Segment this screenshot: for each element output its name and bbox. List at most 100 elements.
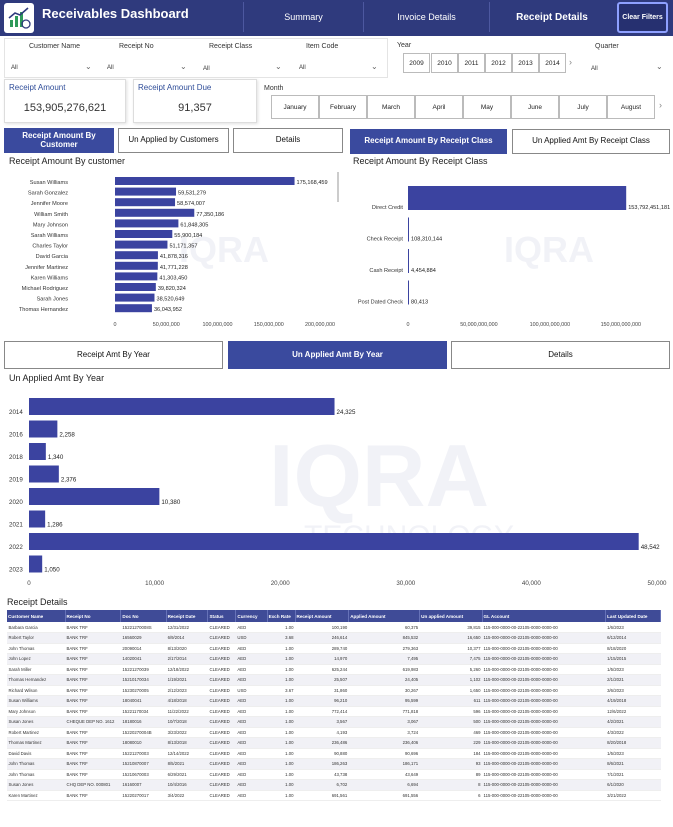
column-header[interactable]: Receipt Date (166, 610, 209, 622)
unapplied-amt-by-class-button[interactable]: Un Applied Amt By Receipt Class (512, 129, 670, 154)
details-button[interactable]: Details (233, 128, 343, 153)
table-cell: BANK TRF (65, 790, 121, 801)
table-cell: AED (235, 706, 268, 717)
column-header[interactable]: Customer Name (7, 610, 66, 622)
data-label: 36,043,952 (154, 307, 182, 313)
year-2013-button[interactable]: 2013 (512, 53, 539, 73)
table-row[interactable]: John Thomas BANK TRF 20090014 8/13/2020 CLEA… (7, 643, 661, 654)
month-march-button[interactable]: March (367, 95, 415, 119)
table-row[interactable]: Karen Martinez BANK TRF 15220270017 3/4/202… (7, 790, 661, 801)
table-row[interactable]: Mary Johnson BANK TRF 15221170034 11/22/202… (7, 706, 661, 717)
year-2011-button[interactable]: 2011 (458, 53, 485, 73)
column-header[interactable]: Doc No (120, 610, 167, 622)
table-row[interactable]: Thomas Martinez BANK TRF 18080010 8/13/2018… (7, 737, 661, 749)
chevron-down-icon[interactable]: ⌄ (656, 62, 663, 71)
table-row[interactable]: Thomas Hernandez BANK TRF 15210170034 1/19/… (7, 674, 661, 686)
category-label: William Smith (34, 212, 68, 218)
bar (408, 217, 409, 242)
tab-receipt-details[interactable]: Receipt Details (489, 2, 614, 32)
bar (29, 533, 639, 550)
year-scroll-right-icon[interactable]: › (569, 57, 572, 67)
table-cell: BANK TRF (65, 727, 121, 738)
unapplied-by-customers-button[interactable]: Un Applied by Customers (118, 128, 229, 153)
month-july-button[interactable]: July (559, 95, 607, 119)
chevron-down-icon[interactable]: ⌄ (85, 62, 92, 71)
column-header[interactable]: Status (207, 610, 237, 622)
column-header[interactable]: Currency (235, 610, 268, 622)
scrollbar[interactable] (337, 172, 339, 202)
year-2009-button[interactable]: 2009 (403, 53, 430, 73)
year-label: Year (397, 42, 412, 49)
table-cell: 18040041 (120, 695, 167, 707)
category-label: David Garcia (36, 254, 69, 260)
table-cell: BANK TRF (65, 769, 121, 780)
column-header[interactable]: GL Account (482, 610, 607, 622)
month-may-button[interactable]: May (463, 95, 511, 119)
receipt-amt-by-year-button[interactable]: Receipt Amt By Year (4, 341, 223, 369)
tab-invoice-details[interactable]: Invoice Details (363, 2, 489, 32)
column-header[interactable]: Last Updated Date (605, 610, 661, 622)
year-2014-button[interactable]: 2014 (539, 53, 566, 73)
table-cell: 1.00 (267, 737, 295, 749)
table-row[interactable]: Sarah Miller BANK TRF 15221270039 12/18/202… (7, 664, 661, 675)
customer-name-select[interactable]: All (11, 65, 18, 71)
table-row[interactable]: John Thomas BANK TRF 15210670003 6/29/2021 C… (7, 769, 661, 780)
receipt-amount-by-customer-button[interactable]: Receipt Amount By Customer (4, 128, 114, 153)
dashboard-title: Receivables Dashboard (42, 6, 189, 21)
table-row[interactable]: Susan Jones CHEQUE DEP NO. 1612 18180016 10… (7, 716, 661, 728)
receipt-class-select[interactable]: All (203, 66, 210, 72)
receipt-details-table: Customer Name Receipt No Doc No Receipt Dat… (7, 610, 661, 801)
receipt-amount-by-class-button[interactable]: Receipt Amount By Receipt Class (350, 129, 507, 154)
receipt-no-select[interactable]: All (107, 65, 114, 71)
category-label: Sarah Gonzalez (28, 191, 68, 197)
table-cell: 186,171 (348, 758, 420, 770)
chevron-down-icon[interactable]: ⌄ (180, 62, 187, 71)
column-header[interactable]: Applied Amount (348, 610, 421, 622)
table-cell: CLEARED (207, 643, 236, 654)
table-cell: Barbara Garcia (7, 622, 66, 633)
table-row[interactable]: Robert Martinez BANK TRF 15220270004B 3/23/… (7, 727, 661, 738)
month-april-button[interactable]: April (415, 95, 463, 119)
table-row[interactable]: John Lopez BANK TRF 14020041 2/17/2014 CLEAR… (7, 653, 661, 665)
customer-name-label: Customer Name (29, 43, 80, 50)
year-details-button[interactable]: Details (451, 341, 670, 369)
clear-filters-button[interactable]: Clear Filters (617, 2, 668, 33)
table-cell: 229 (419, 737, 482, 749)
table-row[interactable]: David Davis BANK TRF 15221270003 12/14/2022… (7, 748, 661, 759)
table-cell: 4/3/2022 (605, 727, 661, 738)
tick-label: 50,000,000 (153, 322, 180, 328)
year-2010-button[interactable]: 2010 (431, 53, 458, 73)
month-june-button[interactable]: June (511, 95, 559, 119)
table-row[interactable]: Robert Taylor BANK TRF 16560029 6/9/2014 CLE… (7, 632, 661, 644)
table-cell: 236,486 (295, 737, 349, 749)
column-header[interactable]: Receipt Amount (295, 610, 350, 622)
tick-label: 40,000 (522, 580, 541, 587)
chevron-down-icon[interactable]: ⌄ (371, 62, 378, 71)
year-2012-button[interactable]: 2012 (485, 53, 512, 73)
column-header[interactable]: Exch Rate (267, 610, 296, 622)
table-row[interactable]: Susan Jones CHQ DEP NO. 000801 16160007 10/… (7, 779, 661, 791)
table-row[interactable]: Susan Williams BANK TRF 18040041 4/18/2018 C… (7, 695, 661, 707)
receipt-amount-due-label: Receipt Amount Due (138, 83, 212, 92)
category-label: Direct Credit (372, 205, 404, 211)
bar (29, 555, 43, 573)
month-january-button[interactable]: January (271, 95, 319, 119)
category-label: Charles Taylor (32, 244, 68, 250)
unapplied-amt-by-year-button[interactable]: Un Applied Amt By Year (228, 341, 447, 369)
bar (115, 240, 168, 249)
table-cell: 15210670003 (120, 769, 167, 780)
table-cell: 18180016 (120, 716, 167, 728)
table-row[interactable]: Barbara Garcia BANK TRF 15221270008S 12/31/… (7, 622, 661, 633)
table-row[interactable]: John Thomas BANK TRF 15210870007 8/5/2021 CL… (7, 758, 661, 770)
chevron-down-icon[interactable]: ⌄ (275, 62, 282, 71)
month-february-button[interactable]: February (319, 95, 367, 119)
month-august-button[interactable]: August (607, 95, 655, 119)
receipt-details-table-container: Customer Name Receipt No Doc No Receipt Dat… (7, 610, 661, 825)
item-code-select[interactable]: All (299, 65, 306, 71)
tab-summary[interactable]: Summary (243, 2, 363, 32)
column-header[interactable]: Un applied Amount (419, 610, 483, 622)
month-scroll-right-icon[interactable]: › (659, 100, 662, 110)
quarter-select[interactable]: All (591, 66, 598, 72)
column-header[interactable]: Receipt No (65, 610, 122, 622)
table-row[interactable]: Richard Wilson BANK TRF 15230270005 2/12/20… (7, 685, 661, 696)
